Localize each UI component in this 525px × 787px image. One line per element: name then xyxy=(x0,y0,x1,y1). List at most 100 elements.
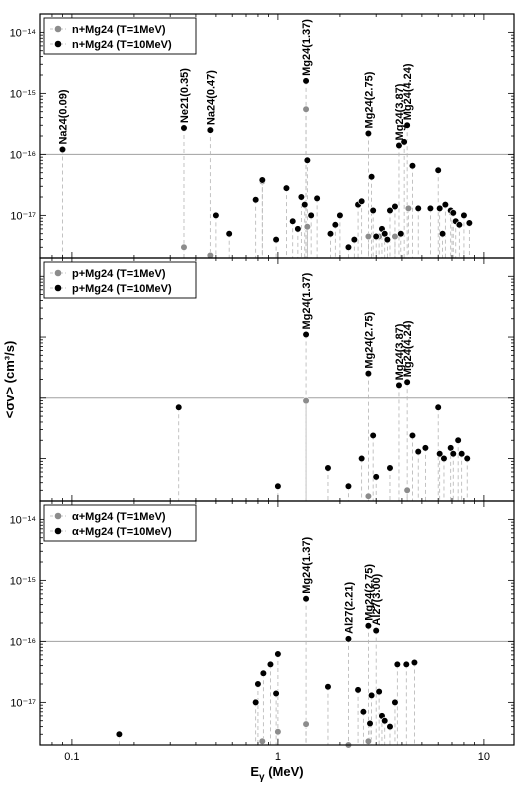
data-point-series-2 xyxy=(272,689,280,698)
data-point-series-2 xyxy=(408,431,417,440)
data-point-series-2 xyxy=(252,698,260,706)
y-tick-label: 10⁻¹⁷ xyxy=(10,697,36,709)
data-point-series-2 xyxy=(359,708,367,716)
data-point-series-2 xyxy=(326,230,335,238)
legend-marker xyxy=(54,40,62,48)
y-axis-label: <σv> (cm³/s) xyxy=(2,341,17,419)
legend-marker xyxy=(54,284,62,292)
data-point-series-2 xyxy=(458,450,466,458)
data-point-series-2 xyxy=(301,201,309,209)
data-point-series-2 xyxy=(449,450,457,458)
legend: n+Mg24 (T=1MeV) n+Mg24 (T=10MeV) xyxy=(43,17,197,55)
data-point-series-2 xyxy=(324,464,332,472)
legend-entry: n+Mg24 (T=10MeV) xyxy=(72,39,172,51)
data-point-series-2 xyxy=(206,126,214,134)
panel-1: Na24(0.09) Ne21(0.35) Na24(0.47) Mg24(1.37)… xyxy=(10,13,515,260)
data-point-series-2 xyxy=(369,206,377,215)
data-point-series-2 xyxy=(372,627,380,635)
data-point-series-2 xyxy=(307,211,315,219)
y-tick-label: 10⁻¹⁶ xyxy=(10,149,36,161)
data-point-series-2 xyxy=(386,206,394,215)
legend-entry: n+Mg24 (T=1MeV) xyxy=(72,24,166,36)
peak-label: Na24(0.09) xyxy=(57,89,69,144)
data-point-series-2 xyxy=(372,473,380,481)
data-point-series-1 xyxy=(391,232,399,241)
data-point-series-1 xyxy=(403,486,411,494)
data-point-series-2 xyxy=(436,204,444,213)
data-point-series-2 xyxy=(289,217,297,225)
data-point-series-2 xyxy=(302,77,310,85)
data-point-series-2 xyxy=(225,230,233,238)
data-point-series-2 xyxy=(449,209,457,217)
data-point-series-2 xyxy=(266,660,275,668)
data-point-series-2 xyxy=(364,129,373,138)
data-point-series-2 xyxy=(395,381,403,389)
legend-entry: p+Mg24 (T=10MeV) xyxy=(72,283,172,295)
data-point-series-1 xyxy=(206,251,214,260)
data-point-series-2 xyxy=(414,448,422,456)
data-point-series-1 xyxy=(302,720,310,728)
data-point-series-2 xyxy=(386,464,394,472)
data-point-series-2 xyxy=(331,221,339,229)
data-point-series-2 xyxy=(455,221,463,229)
data-point-series-2 xyxy=(460,211,468,219)
data-point-series-2 xyxy=(366,719,374,728)
data-point-series-2 xyxy=(180,124,188,132)
data-point-series-2 xyxy=(381,230,389,238)
data-point-series-2 xyxy=(344,243,353,251)
peak-label: Mg24(2.75) xyxy=(363,311,375,368)
data-point-series-1 xyxy=(404,204,412,213)
data-point-series-2 xyxy=(447,444,455,452)
data-point-series-2 xyxy=(434,166,442,174)
peak-label: Al27(2.21) xyxy=(343,582,355,634)
data-point-series-2 xyxy=(391,202,399,211)
peak-label: Al27(3.00) xyxy=(371,573,383,625)
data-point-series-2 xyxy=(302,330,310,339)
data-point-series-2 xyxy=(274,482,282,490)
peak-label: Mg24(2.75) xyxy=(363,71,375,128)
data-point-series-1 xyxy=(274,728,282,736)
legend-box xyxy=(43,504,197,542)
data-point-series-2 xyxy=(297,193,305,201)
data-point-series-2 xyxy=(252,196,260,204)
data-point-series-2 xyxy=(302,595,310,603)
data-point-series-2 xyxy=(465,219,473,227)
data-point-series-2 xyxy=(272,236,280,244)
y-tick-label: 10⁻¹⁵ xyxy=(10,575,36,587)
data-point-series-1 xyxy=(364,232,373,241)
peak-label: Ne21(0.35) xyxy=(179,68,191,123)
data-point-series-2 xyxy=(393,660,401,668)
data-point-series-2 xyxy=(258,176,266,184)
x-tick-label: 0.1 xyxy=(64,751,79,763)
data-point-series-2 xyxy=(350,236,358,244)
data-point-series-2 xyxy=(344,635,353,643)
y-tick-label: 10⁻¹⁴ xyxy=(10,27,37,39)
legend-marker xyxy=(54,269,62,277)
data-point-series-2 xyxy=(274,650,282,658)
peak-label: Mg24(4.24) xyxy=(402,320,414,377)
data-point-series-2 xyxy=(294,225,302,233)
data-point-series-2 xyxy=(313,194,321,202)
peak-label: Mg24(2.75) xyxy=(363,564,375,621)
data-point-series-2 xyxy=(441,201,449,209)
y-tick-label: 10⁻¹⁷ xyxy=(10,210,36,222)
data-point-series-2 xyxy=(386,723,394,731)
data-point-series-2 xyxy=(175,403,183,411)
data-point-series-2 xyxy=(434,403,442,411)
legend-entry: α+Mg24 (T=1MeV) xyxy=(72,511,166,523)
data-point-series-1 xyxy=(302,396,310,405)
data-point-series-2 xyxy=(212,211,220,219)
x-axis-label: Eγ (MeV) xyxy=(250,764,303,783)
peak-label: Mg24(4.24) xyxy=(402,63,414,120)
data-point-series-2 xyxy=(375,688,383,696)
data-point-series-2 xyxy=(372,232,380,241)
legend-entry: p+Mg24 (T=1MeV) xyxy=(72,268,166,280)
peak-label: Mg24(1.37) xyxy=(301,537,313,594)
data-point-series-2 xyxy=(336,211,344,219)
peak-label: Na24(0.47) xyxy=(205,70,217,125)
legend-box xyxy=(43,17,197,55)
data-point-series-2 xyxy=(391,698,399,706)
data-point-series-2 xyxy=(367,691,376,700)
data-point-series-2 xyxy=(364,370,373,378)
y-tick-label: 10⁻¹⁶ xyxy=(10,636,36,648)
